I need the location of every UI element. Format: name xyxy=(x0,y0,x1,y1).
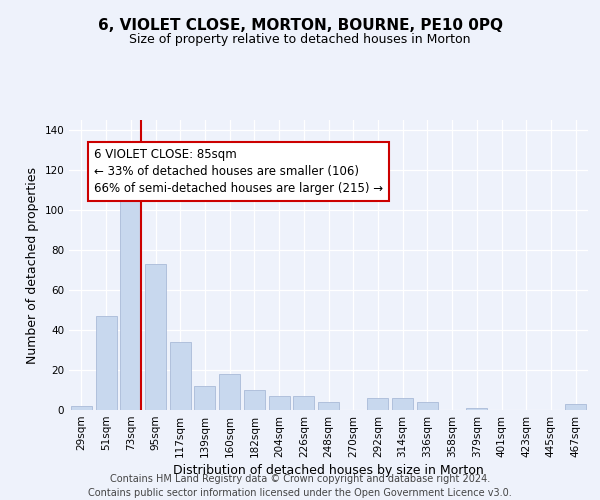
X-axis label: Distribution of detached houses by size in Morton: Distribution of detached houses by size … xyxy=(173,464,484,477)
Bar xyxy=(170,342,191,410)
Bar xyxy=(417,402,438,410)
Text: 6, VIOLET CLOSE, MORTON, BOURNE, PE10 0PQ: 6, VIOLET CLOSE, MORTON, BOURNE, PE10 0P… xyxy=(97,18,503,32)
Bar xyxy=(145,264,166,410)
Text: Contains HM Land Registry data © Crown copyright and database right 2024.
Contai: Contains HM Land Registry data © Crown c… xyxy=(88,474,512,498)
Bar xyxy=(269,396,290,410)
Bar xyxy=(293,396,314,410)
Text: 6 VIOLET CLOSE: 85sqm
← 33% of detached houses are smaller (106)
66% of semi-det: 6 VIOLET CLOSE: 85sqm ← 33% of detached … xyxy=(94,148,383,195)
Text: Size of property relative to detached houses in Morton: Size of property relative to detached ho… xyxy=(129,32,471,46)
Bar xyxy=(466,408,487,410)
Bar xyxy=(95,316,116,410)
Bar xyxy=(194,386,215,410)
Bar xyxy=(318,402,339,410)
Bar xyxy=(367,398,388,410)
Bar xyxy=(71,406,92,410)
Y-axis label: Number of detached properties: Number of detached properties xyxy=(26,166,39,364)
Bar xyxy=(565,404,586,410)
Bar xyxy=(219,374,240,410)
Bar xyxy=(392,398,413,410)
Bar xyxy=(120,198,141,410)
Bar xyxy=(244,390,265,410)
